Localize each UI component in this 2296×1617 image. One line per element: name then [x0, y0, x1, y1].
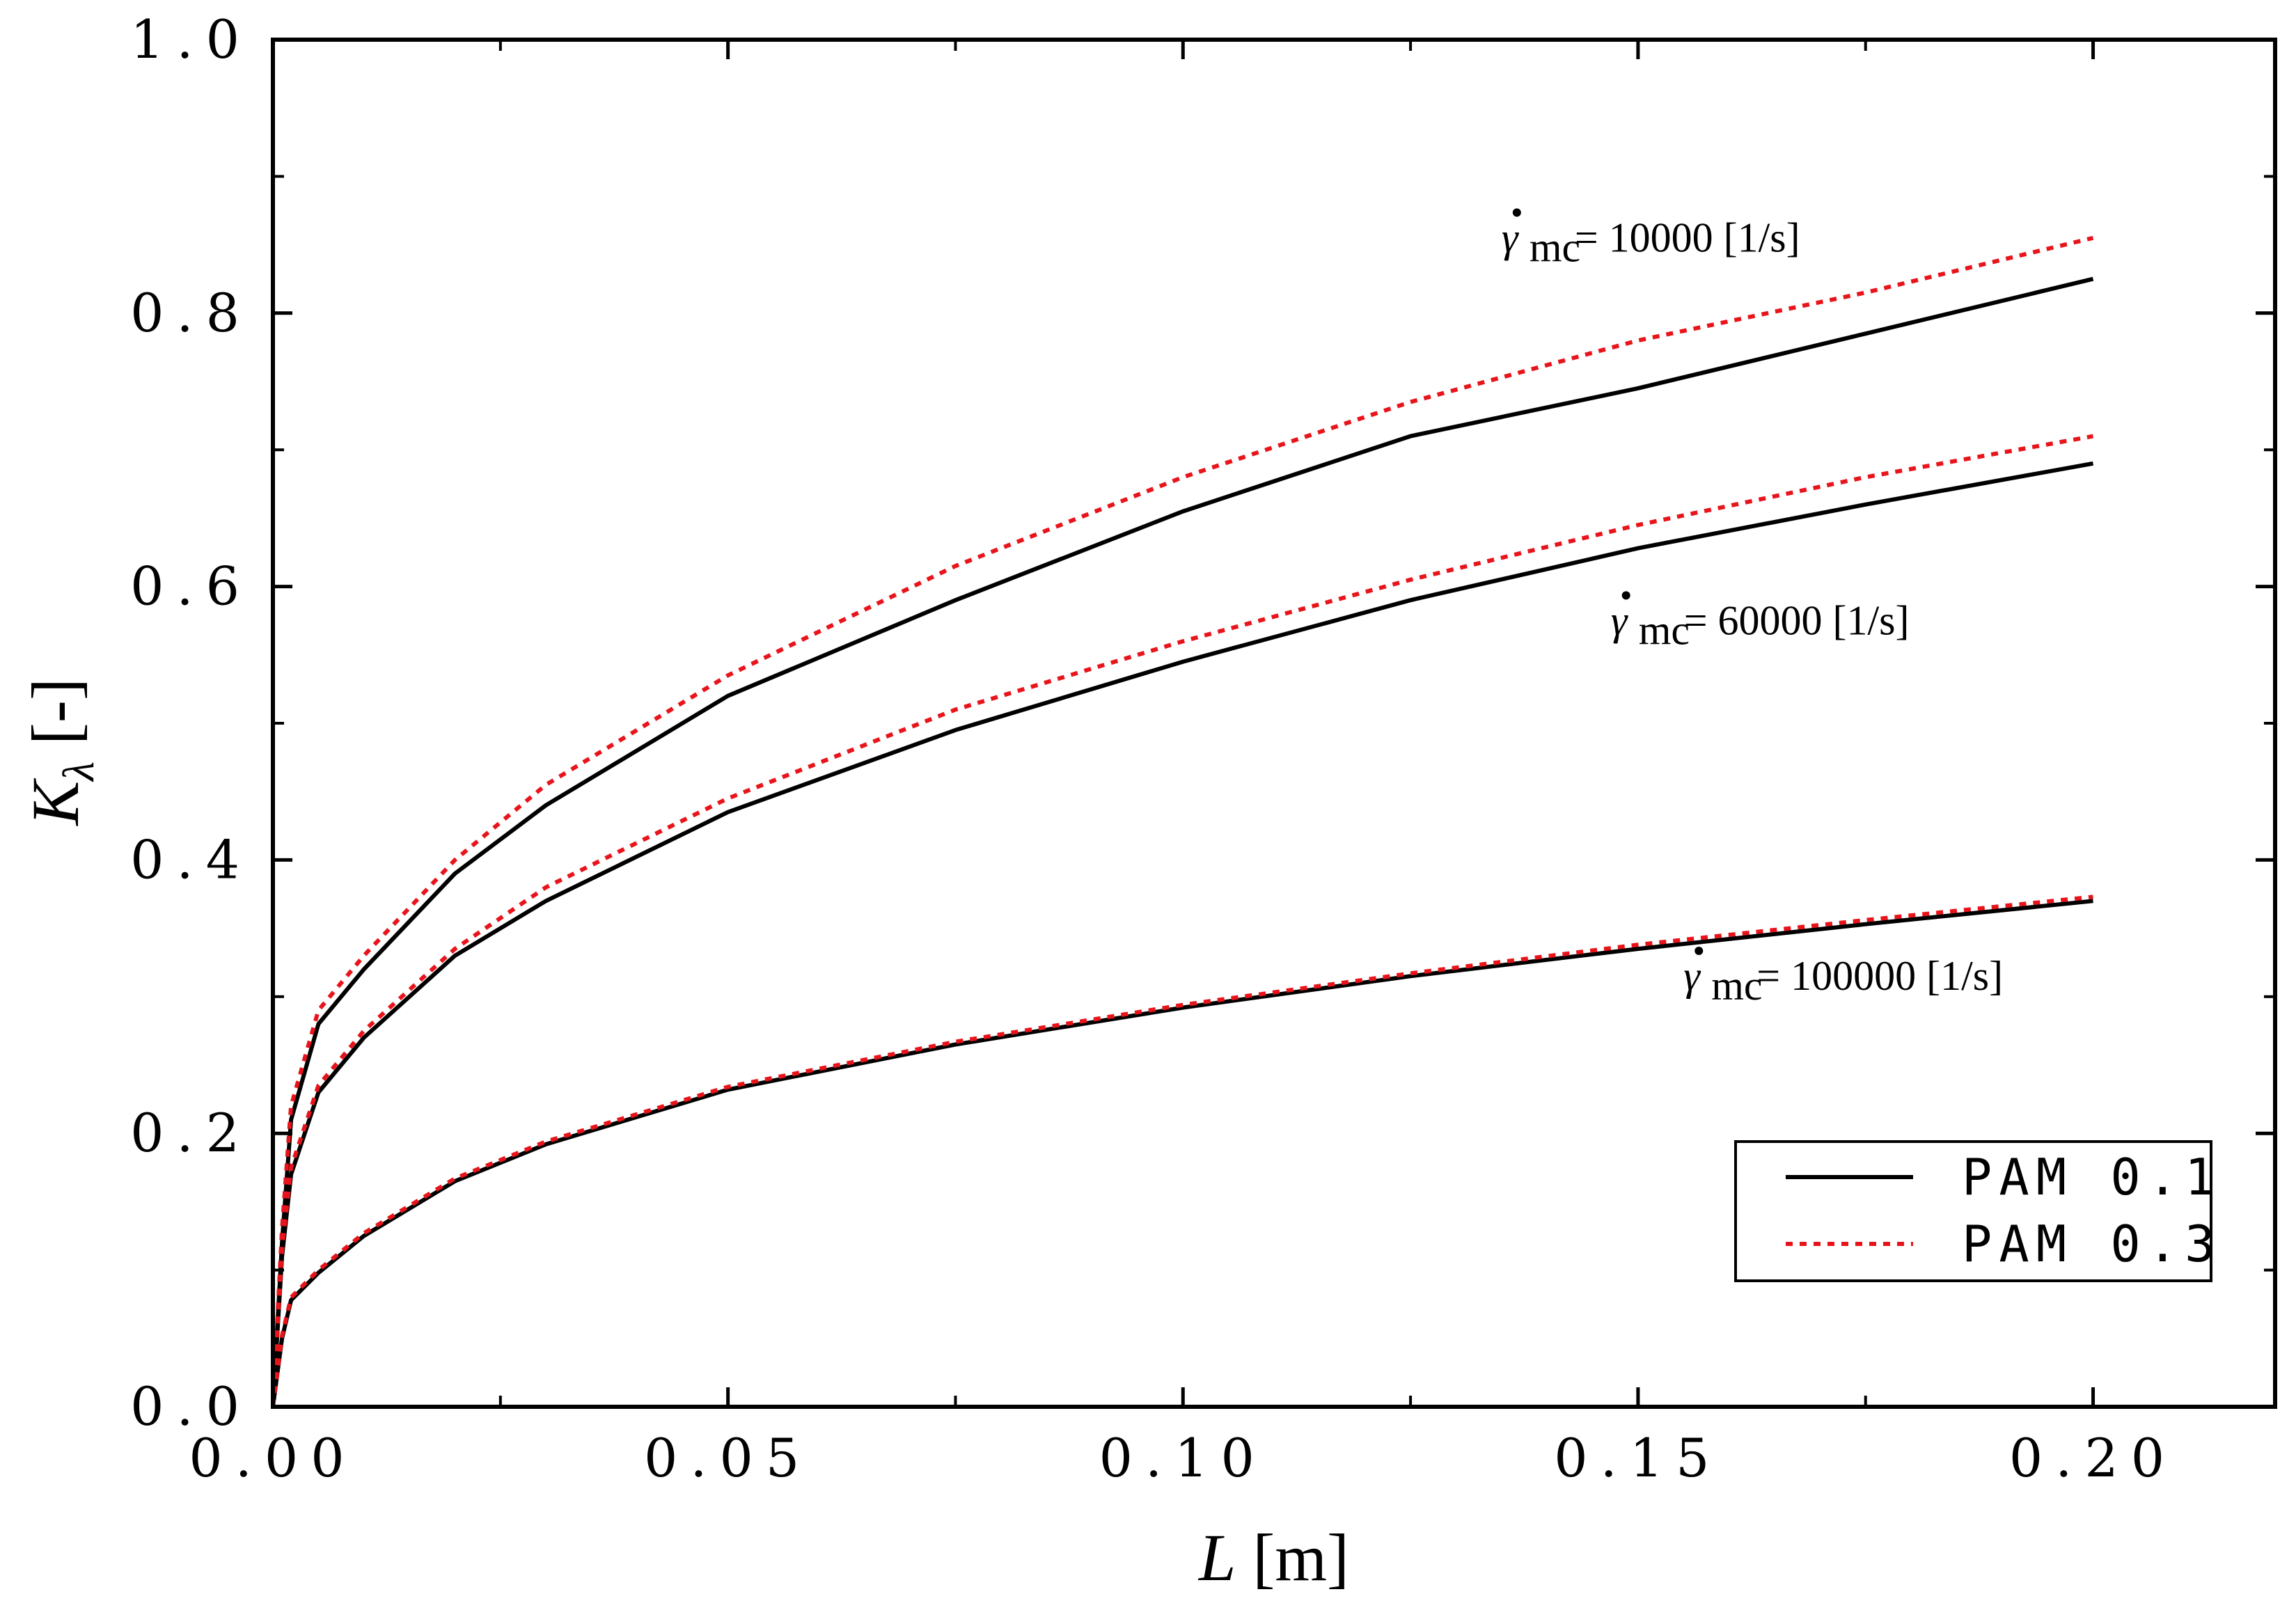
- gamma-subscript: mc: [1711, 963, 1762, 1009]
- legend-label-pam03: PAM 0.3: [1962, 1215, 2222, 1273]
- legend-box: [1734, 1140, 2212, 1282]
- annotation-text: = 100000 [1/s]: [1756, 953, 2003, 999]
- gamma-subscript: mc: [1530, 224, 1580, 270]
- annotation-0: γ mc= 10000 [1/s]: [1502, 208, 1800, 270]
- gamma-dot-symbol: γ: [1683, 953, 1701, 999]
- y-axis-label: Kλ [-]: [18, 678, 103, 827]
- gamma-dot-mark: [1512, 208, 1521, 217]
- y-tick-label: 0.6: [130, 555, 252, 617]
- series-line-pam03-10000: [271, 235, 2094, 1407]
- series-line-pam01-60000: [271, 461, 2094, 1407]
- gamma-dot-symbol: γ: [1611, 597, 1628, 643]
- y-tick-label: 0.4: [130, 828, 252, 890]
- legend: PAM 0.1 PAM 0.3: [1734, 1140, 2222, 1282]
- gamma-dot-mark: [1621, 591, 1630, 600]
- x-tick-label: 0.10: [1099, 1427, 1267, 1489]
- y-tick-label: 0.0: [130, 1375, 252, 1437]
- y-tick-label: 1.0: [130, 8, 252, 70]
- x-tick-label: 0.15: [1554, 1427, 1722, 1489]
- gamma-dot-mark: [1695, 946, 1704, 955]
- svg-text:Kλ [-]: Kλ [-]: [18, 678, 103, 827]
- series-line-pam03-100000: [271, 894, 2093, 1407]
- x-tick-label: 0.00: [189, 1427, 356, 1489]
- series-line-pam03-60000: [271, 434, 2094, 1407]
- gamma-dot-symbol: γ: [1502, 214, 1519, 260]
- series-line-pam01-10000: [271, 276, 2094, 1407]
- y-tick-label: 0.8: [130, 282, 252, 344]
- y-tick-label: 0.2: [130, 1102, 252, 1164]
- x-tick-label: 0.20: [2009, 1427, 2177, 1489]
- annotation-2: γ mc= 100000 [1/s]: [1683, 946, 2003, 1009]
- legend-label-pam01: PAM 0.1: [1962, 1148, 2222, 1206]
- annotation-text: = 60000 [1/s]: [1684, 597, 1910, 643]
- x-axis-label: L [m]: [1197, 1520, 1349, 1595]
- annotation-1: γ mc= 60000 [1/s]: [1611, 591, 1910, 653]
- plot-frame: [271, 38, 2277, 1409]
- tick-labels: 0.00 0.05 0.10 0.15 0.20 0.0 0.2 0.4 0.6 0.8 1.0: [130, 8, 2177, 1489]
- gamma-subscript: mc: [1639, 607, 1690, 653]
- annotation-text: = 10000 [1/s]: [1575, 214, 1800, 260]
- svg-text:L [m]: L [m]: [1197, 1520, 1349, 1595]
- x-tick-label: 0.05: [644, 1427, 812, 1489]
- series-group: [271, 235, 2094, 1407]
- annotations: γ mc= 10000 [1/s]γ mc= 60000 [1/s]γ mc= 100…: [1502, 208, 2003, 1009]
